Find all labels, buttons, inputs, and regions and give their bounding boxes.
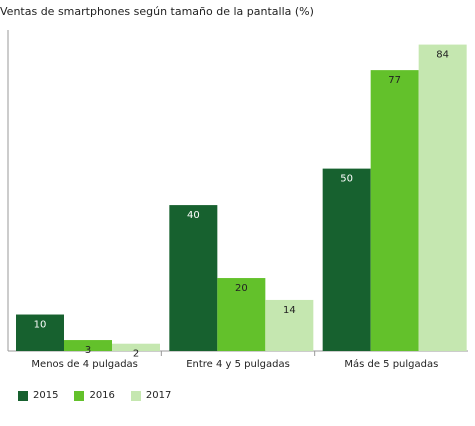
bar-2017-1 — [265, 299, 314, 351]
legend-item-2015: 2015 — [18, 390, 58, 401]
legend-label-2015: 2015 — [33, 390, 59, 401]
bar-2017-2 — [418, 44, 467, 351]
legend-swatch-2016 — [74, 390, 85, 401]
bar-2017-0 — [112, 343, 160, 351]
data-label-2016-2: 77 — [388, 75, 401, 86]
data-label-2016-0: 3 — [85, 345, 91, 356]
x-tick-label-0: Menos de 4 pulgadas — [31, 359, 137, 370]
legend: 2015 2016 2017 — [18, 390, 171, 401]
data-label-2017-1: 14 — [283, 305, 296, 316]
bar-2016-1 — [217, 278, 266, 351]
legend-item-2017: 2017 — [130, 390, 172, 401]
legend-item-2016: 2016 — [74, 390, 115, 401]
data-label-2017-2: 84 — [436, 50, 449, 61]
bar-2015-2 — [322, 168, 371, 351]
x-tick-label-1: Entre 4 y 5 pulgadas — [186, 359, 290, 370]
chart-title: Ventas de smartphones según tamaño de la… — [0, 5, 314, 18]
data-label-2017-0: 2 — [133, 349, 139, 360]
x-tick-label-2: Más de 5 pulgadas — [344, 358, 438, 370]
bar-2015-1 — [169, 205, 218, 351]
bar-2016-0 — [64, 340, 112, 351]
data-label-2015-2: 50 — [340, 174, 353, 185]
legend-swatch-2015 — [18, 390, 28, 401]
legend-label-2016: 2016 — [89, 390, 115, 401]
bar-2015-0 — [16, 314, 64, 351]
data-label-2015-1: 40 — [187, 210, 200, 221]
legend-swatch-2017 — [130, 390, 141, 401]
bar-2016-2 — [370, 70, 419, 351]
legend-label-2017: 2017 — [145, 390, 172, 401]
data-label-2015-0: 10 — [34, 320, 47, 331]
data-label-2016-1: 20 — [235, 283, 248, 294]
